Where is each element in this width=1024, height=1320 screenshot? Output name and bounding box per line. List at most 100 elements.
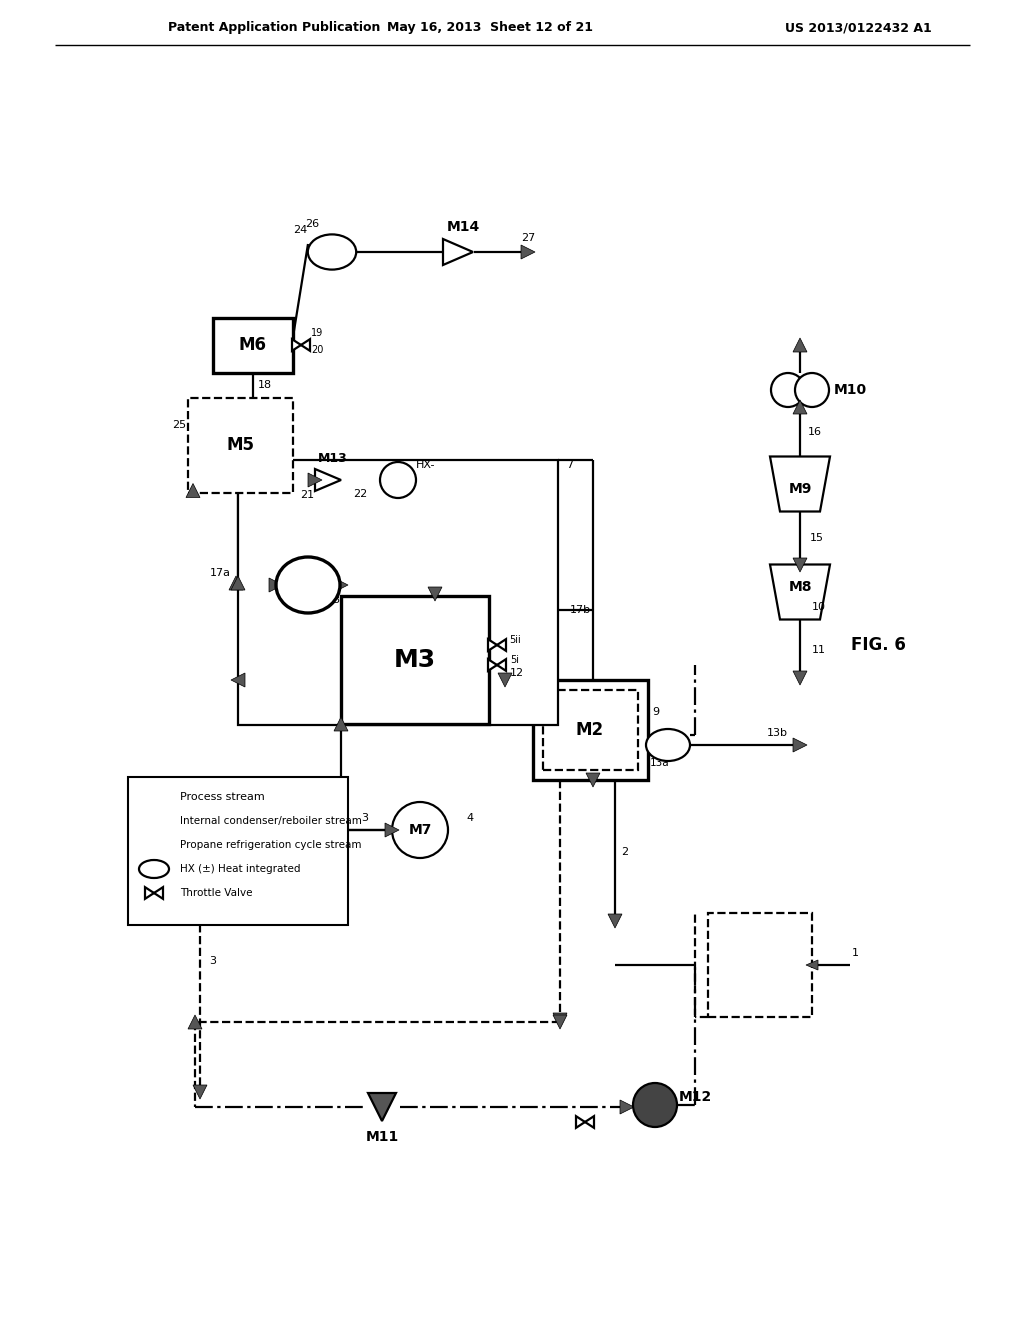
Text: HX-: HX- [416, 459, 436, 470]
Text: M3: M3 [394, 648, 436, 672]
Polygon shape [334, 578, 348, 591]
Text: 15: 15 [810, 533, 824, 543]
Text: Propane refrigeration cycle stream: Propane refrigeration cycle stream [180, 840, 361, 850]
Polygon shape [428, 587, 442, 601]
Polygon shape [368, 1093, 396, 1121]
Polygon shape [806, 960, 818, 970]
Text: 24: 24 [293, 224, 307, 235]
Text: Patent Application Publication: Patent Application Publication [168, 21, 380, 34]
Text: M7: M7 [409, 822, 432, 837]
Polygon shape [793, 400, 807, 414]
Text: 27: 27 [521, 234, 536, 243]
Text: M11: M11 [366, 1130, 398, 1144]
Polygon shape [793, 738, 807, 752]
Polygon shape [231, 673, 245, 686]
Text: 5i: 5i [511, 655, 519, 665]
Text: 12: 12 [510, 668, 524, 678]
Polygon shape [553, 1015, 567, 1030]
Polygon shape [145, 887, 163, 899]
Text: M13: M13 [318, 451, 348, 465]
Polygon shape [793, 671, 807, 685]
Text: 21: 21 [300, 490, 314, 500]
Polygon shape [186, 483, 200, 498]
Polygon shape [793, 338, 807, 352]
Bar [532, 680, 647, 780]
Text: 18: 18 [258, 380, 272, 389]
Text: 17b: 17b [569, 605, 591, 615]
Bar [238, 459, 558, 725]
Text: 4: 4 [467, 813, 473, 822]
Polygon shape [229, 576, 243, 590]
Bar [708, 913, 812, 1016]
Text: M14: M14 [446, 220, 479, 234]
Text: 7: 7 [566, 459, 573, 470]
Bar [341, 597, 489, 723]
Text: 16: 16 [808, 426, 822, 437]
Bar [213, 318, 293, 372]
Text: 3: 3 [361, 813, 369, 822]
Text: M1: M1 [744, 956, 775, 974]
Polygon shape [315, 469, 341, 491]
Text: M5: M5 [226, 436, 254, 454]
Text: 26: 26 [305, 219, 319, 228]
Polygon shape [443, 239, 473, 265]
Polygon shape [770, 565, 830, 619]
Text: HX-: HX- [388, 475, 408, 484]
Polygon shape [575, 1117, 594, 1127]
Circle shape [718, 923, 802, 1007]
Text: M6: M6 [239, 337, 267, 354]
Polygon shape [620, 1100, 634, 1114]
Text: Process stream: Process stream [180, 792, 265, 803]
Text: 17a: 17a [210, 568, 230, 578]
Polygon shape [488, 639, 506, 651]
Polygon shape [553, 1012, 567, 1027]
Text: 23: 23 [326, 595, 340, 605]
Text: May 16, 2013  Sheet 12 of 21: May 16, 2013 Sheet 12 of 21 [387, 21, 593, 34]
Text: 22: 22 [353, 488, 368, 499]
Polygon shape [231, 576, 245, 590]
Text: M4: M4 [296, 578, 319, 591]
Circle shape [633, 1082, 677, 1127]
Text: M9: M9 [788, 482, 812, 496]
Ellipse shape [276, 557, 340, 612]
Polygon shape [770, 457, 830, 511]
Text: 1: 1 [852, 948, 858, 958]
Text: 20: 20 [311, 345, 324, 355]
Text: 13a: 13a [650, 758, 670, 768]
Text: HX (±) Heat integrated: HX (±) Heat integrated [180, 865, 300, 874]
Circle shape [795, 374, 829, 407]
Text: ±: ± [150, 865, 158, 874]
Text: FIG. 6: FIG. 6 [851, 636, 905, 653]
Text: 3: 3 [210, 956, 216, 966]
Polygon shape [608, 913, 622, 928]
Text: 10: 10 [812, 602, 826, 612]
Ellipse shape [646, 729, 690, 762]
Polygon shape [793, 558, 807, 572]
Polygon shape [498, 673, 512, 686]
Text: Throttle Valve: Throttle Valve [180, 888, 253, 898]
Polygon shape [488, 659, 506, 671]
Polygon shape [292, 339, 310, 351]
Text: Internal condenser/reboiler stream: Internal condenser/reboiler stream [180, 816, 361, 826]
Polygon shape [188, 1015, 202, 1030]
Polygon shape [586, 774, 600, 787]
Text: M12: M12 [678, 1090, 712, 1104]
Text: 9: 9 [652, 708, 659, 717]
Polygon shape [193, 1085, 207, 1100]
Polygon shape [308, 473, 322, 487]
Circle shape [771, 374, 805, 407]
Text: M2: M2 [575, 721, 604, 739]
Text: 19: 19 [311, 327, 324, 338]
Text: US 2013/0122432 A1: US 2013/0122432 A1 [784, 21, 932, 34]
Bar [543, 690, 638, 770]
Polygon shape [521, 246, 535, 259]
Ellipse shape [308, 235, 356, 269]
Polygon shape [385, 822, 399, 837]
Text: 13b: 13b [767, 729, 788, 738]
Text: 25: 25 [172, 420, 186, 430]
Text: 5ii: 5ii [509, 635, 521, 645]
Polygon shape [269, 578, 283, 591]
Bar [187, 397, 293, 492]
Text: 6: 6 [314, 560, 322, 570]
Circle shape [380, 462, 416, 498]
